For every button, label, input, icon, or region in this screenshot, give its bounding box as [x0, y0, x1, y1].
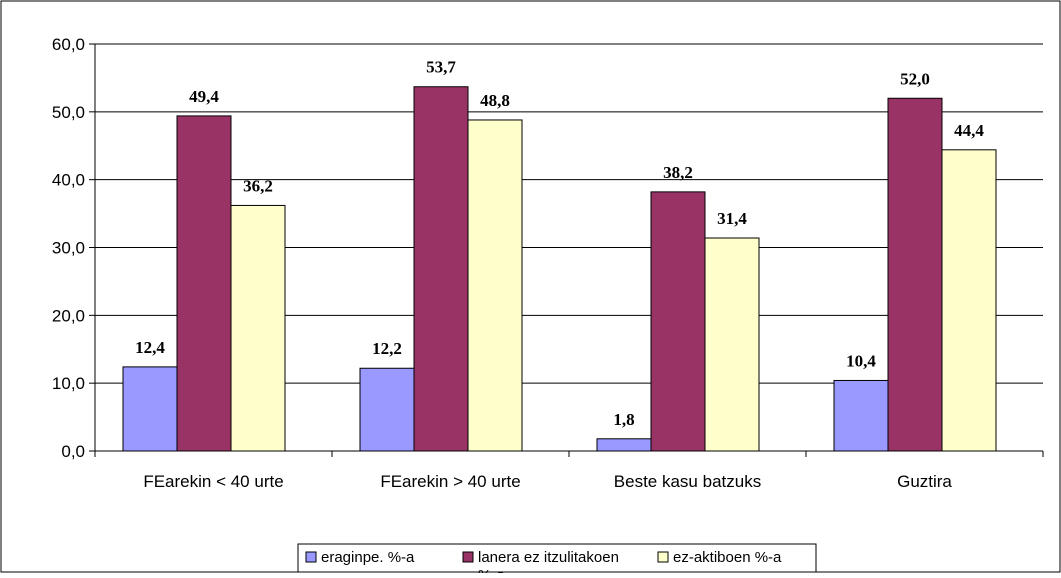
- legend-label: lanera ez itzulitakoen: [478, 549, 619, 566]
- legend-label: %-a: [478, 567, 505, 573]
- y-tick-label: 30,0: [52, 239, 85, 258]
- y-tick-label: 60,0: [52, 35, 85, 54]
- bar: [833, 379, 889, 452]
- x-tick-label: Beste kasu batzuks: [614, 472, 761, 491]
- legend-box: [297, 543, 817, 573]
- legend-swatch: [462, 551, 474, 563]
- bars: [122, 86, 997, 452]
- bar: [122, 366, 178, 452]
- legend-label: ez-aktiboen %-a: [673, 549, 782, 566]
- x-tick-label: Guztira: [897, 472, 952, 491]
- bar: [359, 367, 415, 452]
- data-label: 12,4: [135, 338, 165, 357]
- y-tick-label: 10,0: [52, 374, 85, 393]
- bar: [467, 119, 523, 452]
- bar: [887, 97, 943, 452]
- data-label: 31,4: [717, 209, 747, 228]
- bar: [650, 191, 706, 452]
- bar: [413, 86, 469, 452]
- labels: 0,0 10,0 20,0 30,0 40,0 50,0 60,0 12,4 49,4 36,2 F…: [52, 35, 984, 491]
- data-label: 49,4: [189, 87, 219, 106]
- legend-swatch: [305, 551, 317, 563]
- axes: [89, 43, 1044, 457]
- data-label: 12,2: [372, 339, 402, 358]
- data-label: 48,8: [480, 91, 510, 110]
- bar: [704, 237, 760, 452]
- legend: eraginpe. %-a lanera ez itzulitakoen%-a ez…: [297, 543, 817, 578]
- data-label: 53,7: [426, 58, 456, 77]
- data-label: 44,4: [954, 121, 984, 140]
- bar: [176, 115, 232, 452]
- data-label: 10,4: [846, 351, 876, 370]
- data-label: 36,2: [243, 176, 273, 195]
- bar: [230, 204, 286, 452]
- bar: [941, 149, 997, 452]
- y-tick-label: 20,0: [52, 306, 85, 325]
- data-label: 52,0: [900, 69, 930, 88]
- data-label: 1,8: [613, 410, 634, 429]
- y-tick-label: 40,0: [52, 171, 85, 190]
- x-tick-label: FEarekin > 40 urte: [380, 472, 520, 491]
- legend-label: eraginpe. %-a: [321, 549, 415, 566]
- data-label: 38,2: [663, 163, 693, 182]
- legend-swatch: [657, 551, 669, 563]
- y-tick-label: 50,0: [52, 103, 85, 122]
- x-tick-label: FEarekin < 40 urte: [143, 472, 283, 491]
- bar: [596, 438, 652, 452]
- y-tick-label: 0,0: [61, 442, 85, 461]
